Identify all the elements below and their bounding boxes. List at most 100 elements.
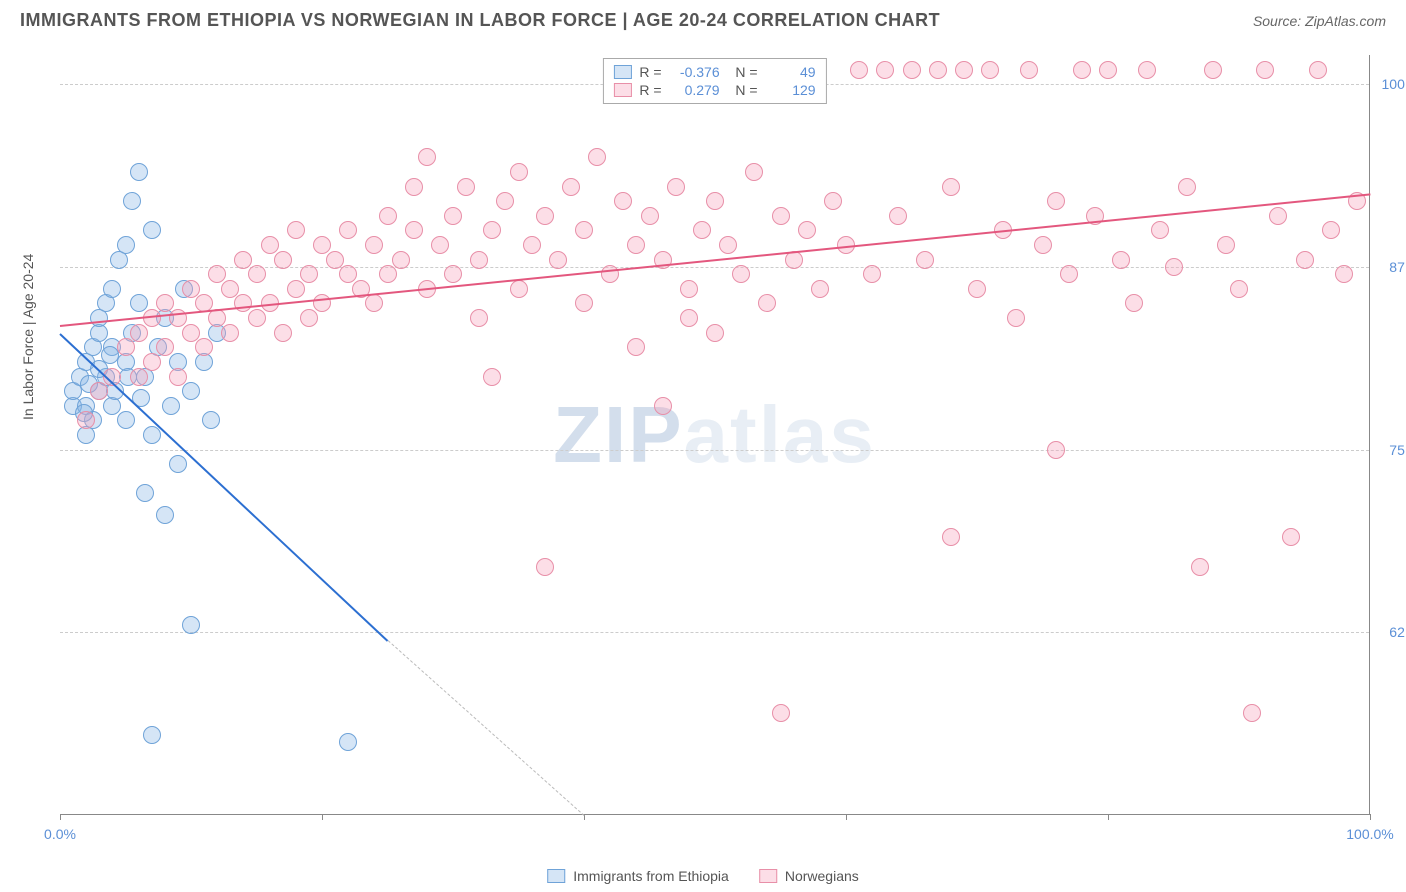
scatter-point [182, 382, 200, 400]
n-label: N = [728, 82, 758, 98]
scatter-point [365, 236, 383, 254]
scatter-point [601, 265, 619, 283]
header: IMMIGRANTS FROM ETHIOPIA VS NORWEGIAN IN… [0, 0, 1406, 36]
scatter-point [379, 265, 397, 283]
scatter-point [772, 704, 790, 722]
scatter-point [143, 353, 161, 371]
scatter-point [942, 528, 960, 546]
scatter-point [1073, 61, 1091, 79]
scatter-point [1309, 61, 1327, 79]
scatter-point [1204, 61, 1222, 79]
scatter-point [523, 236, 541, 254]
x-tick [1108, 814, 1109, 820]
legend-swatch [759, 869, 777, 883]
y-tick-label: 87.5% [1374, 259, 1406, 275]
scatter-point [627, 236, 645, 254]
gridline [60, 450, 1369, 451]
scatter-point [641, 207, 659, 225]
scatter-point [706, 192, 724, 210]
scatter-point [1112, 251, 1130, 269]
scatter-point [470, 251, 488, 269]
scatter-point [1034, 236, 1052, 254]
scatter-point [234, 251, 252, 269]
legend-swatch [613, 65, 631, 79]
scatter-point [444, 207, 462, 225]
scatter-point [326, 251, 344, 269]
r-value: 0.279 [670, 82, 720, 98]
scatter-point [457, 178, 475, 196]
scatter-point [103, 280, 121, 298]
scatter-point [117, 411, 135, 429]
source-label: Source: ZipAtlas.com [1253, 13, 1386, 29]
scatter-point [588, 148, 606, 166]
scatter-point [1007, 309, 1025, 327]
scatter-point [549, 251, 567, 269]
trend-line [59, 333, 388, 641]
scatter-point [136, 484, 154, 502]
scatter-point [1165, 258, 1183, 276]
trend-line [387, 640, 584, 816]
legend-item: Norwegians [759, 868, 859, 884]
scatter-point [392, 251, 410, 269]
scatter-point [221, 324, 239, 342]
scatter-point [614, 192, 632, 210]
scatter-point [248, 309, 266, 327]
scatter-point [444, 265, 462, 283]
scatter-point [1060, 265, 1078, 283]
scatter-point [202, 411, 220, 429]
scatter-point [1243, 704, 1261, 722]
watermark: ZIPatlas [553, 389, 876, 481]
scatter-point [339, 221, 357, 239]
scatter-point [876, 61, 894, 79]
scatter-point [562, 178, 580, 196]
scatter-point [300, 265, 318, 283]
scatter-point [575, 294, 593, 312]
scatter-point [903, 61, 921, 79]
scatter-point [130, 324, 148, 342]
legend-stats-row: R =0.279 N =129 [613, 81, 815, 99]
scatter-point [1217, 236, 1235, 254]
n-label: N = [728, 64, 758, 80]
scatter-point [667, 178, 685, 196]
scatter-point [221, 280, 239, 298]
scatter-point [1296, 251, 1314, 269]
scatter-point [1335, 265, 1353, 283]
r-value: -0.376 [670, 64, 720, 80]
scatter-point [143, 221, 161, 239]
scatter-point [274, 324, 292, 342]
x-tick [60, 814, 61, 820]
scatter-point [1256, 61, 1274, 79]
gridline [60, 632, 1369, 633]
scatter-point [536, 558, 554, 576]
legend-swatch [547, 869, 565, 883]
y-tick-label: 62.5% [1374, 624, 1406, 640]
scatter-point [195, 338, 213, 356]
scatter-point [405, 178, 423, 196]
scatter-point [130, 294, 148, 312]
scatter-point [1125, 294, 1143, 312]
chart-title: IMMIGRANTS FROM ETHIOPIA VS NORWEGIAN IN… [20, 10, 940, 31]
scatter-point [811, 280, 829, 298]
scatter-point [824, 192, 842, 210]
scatter-point [156, 506, 174, 524]
scatter-point [143, 726, 161, 744]
scatter-point [1191, 558, 1209, 576]
scatter-point [693, 221, 711, 239]
scatter-point [1269, 207, 1287, 225]
scatter-point [379, 207, 397, 225]
scatter-point [510, 163, 528, 181]
scatter-point [1282, 528, 1300, 546]
scatter-point [169, 368, 187, 386]
scatter-point [981, 61, 999, 79]
scatter-point [431, 236, 449, 254]
n-value: 49 [766, 64, 816, 80]
scatter-point [117, 338, 135, 356]
scatter-point [1138, 61, 1156, 79]
scatter-point [287, 221, 305, 239]
y-tick-label: 75.0% [1374, 442, 1406, 458]
scatter-point [156, 294, 174, 312]
scatter-point [706, 324, 724, 342]
scatter-point [339, 733, 357, 751]
scatter-point [313, 236, 331, 254]
legend-label: Norwegians [785, 868, 859, 884]
